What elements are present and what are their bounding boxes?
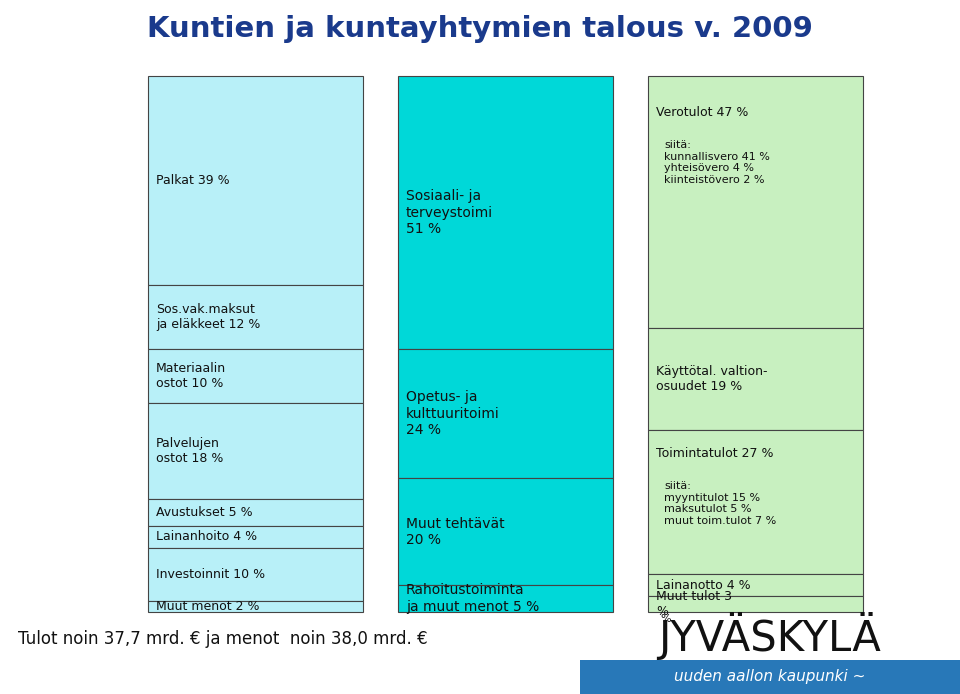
Text: Sos.vak.maksut
ja eläkkeet 12 %: Sos.vak.maksut ja eläkkeet 12 %: [156, 303, 260, 331]
Bar: [148, 76, 363, 285]
Bar: [398, 585, 613, 612]
Bar: [398, 349, 613, 478]
Text: Tulot noin 37,7 mrd. € ja menot  noin 38,0 mrd. €: Tulot noin 37,7 mrd. € ja menot noin 38,…: [18, 630, 427, 648]
Text: Muut menot 2 %: Muut menot 2 %: [156, 600, 259, 613]
Text: siitä:
kunnallisvero 41 %
yhteisövero 4 %
kiinteistövero 2 %: siitä: kunnallisvero 41 % yhteisövero 4 …: [664, 140, 770, 185]
Bar: [648, 328, 863, 430]
Bar: [148, 403, 363, 500]
Bar: [398, 478, 613, 585]
Bar: [148, 548, 363, 601]
Text: Lainanotto 4 %: Lainanotto 4 %: [656, 579, 751, 592]
Text: Muut tulot 3
%: Muut tulot 3 %: [656, 590, 732, 618]
Text: Verotulot 47 %: Verotulot 47 %: [656, 106, 749, 119]
Bar: [148, 349, 363, 403]
Text: Lainanhoito 4 %: Lainanhoito 4 %: [156, 530, 257, 543]
Text: uuden aallon kaupunki ~: uuden aallon kaupunki ~: [674, 670, 866, 684]
Text: Käyttötal. valtion-
osuudet 19 %: Käyttötal. valtion- osuudet 19 %: [656, 365, 767, 393]
Text: Rahoitustoiminta
ja muut menot 5 %: Rahoitustoiminta ja muut menot 5 %: [406, 584, 540, 613]
Text: Opetus- ja
kulttuuritoimi
24 %: Opetus- ja kulttuuritoimi 24 %: [406, 391, 500, 437]
Text: %: %: [660, 614, 671, 624]
Text: Toimintatulot 27 %: Toimintatulot 27 %: [656, 447, 774, 460]
Text: Investoinnit 10 %: Investoinnit 10 %: [156, 568, 265, 581]
Text: Materiaalin
ostot 10 %: Materiaalin ostot 10 %: [156, 362, 227, 390]
Bar: [148, 526, 363, 548]
Bar: [580, 660, 960, 694]
Bar: [648, 596, 863, 612]
Bar: [148, 500, 363, 526]
Bar: [148, 285, 363, 349]
Bar: [648, 575, 863, 596]
Bar: [648, 76, 863, 328]
Text: Palkat 39 %: Palkat 39 %: [156, 174, 229, 187]
Text: siitä:
myyntitulot 15 %
maksutulot 5 %
muut toim.tulot 7 %: siitä: myyntitulot 15 % maksutulot 5 % m…: [664, 481, 777, 526]
Text: Muut tehtävät
20 %: Muut tehtävät 20 %: [406, 516, 505, 547]
Text: Avustukset 5 %: Avustukset 5 %: [156, 507, 252, 519]
Text: Palvelujen
ostot 18 %: Palvelujen ostot 18 %: [156, 437, 224, 465]
Bar: [148, 601, 363, 612]
Text: JYVÄSKYLÄ: JYVÄSKYLÄ: [659, 612, 881, 660]
Bar: [398, 76, 613, 349]
Text: Kuntien ja kuntayhtymien talous v. 2009: Kuntien ja kuntayhtymien talous v. 2009: [147, 15, 813, 43]
Bar: [648, 430, 863, 575]
Text: Sosiaali- ja
terveystoimi
51 %: Sosiaali- ja terveystoimi 51 %: [406, 189, 493, 236]
